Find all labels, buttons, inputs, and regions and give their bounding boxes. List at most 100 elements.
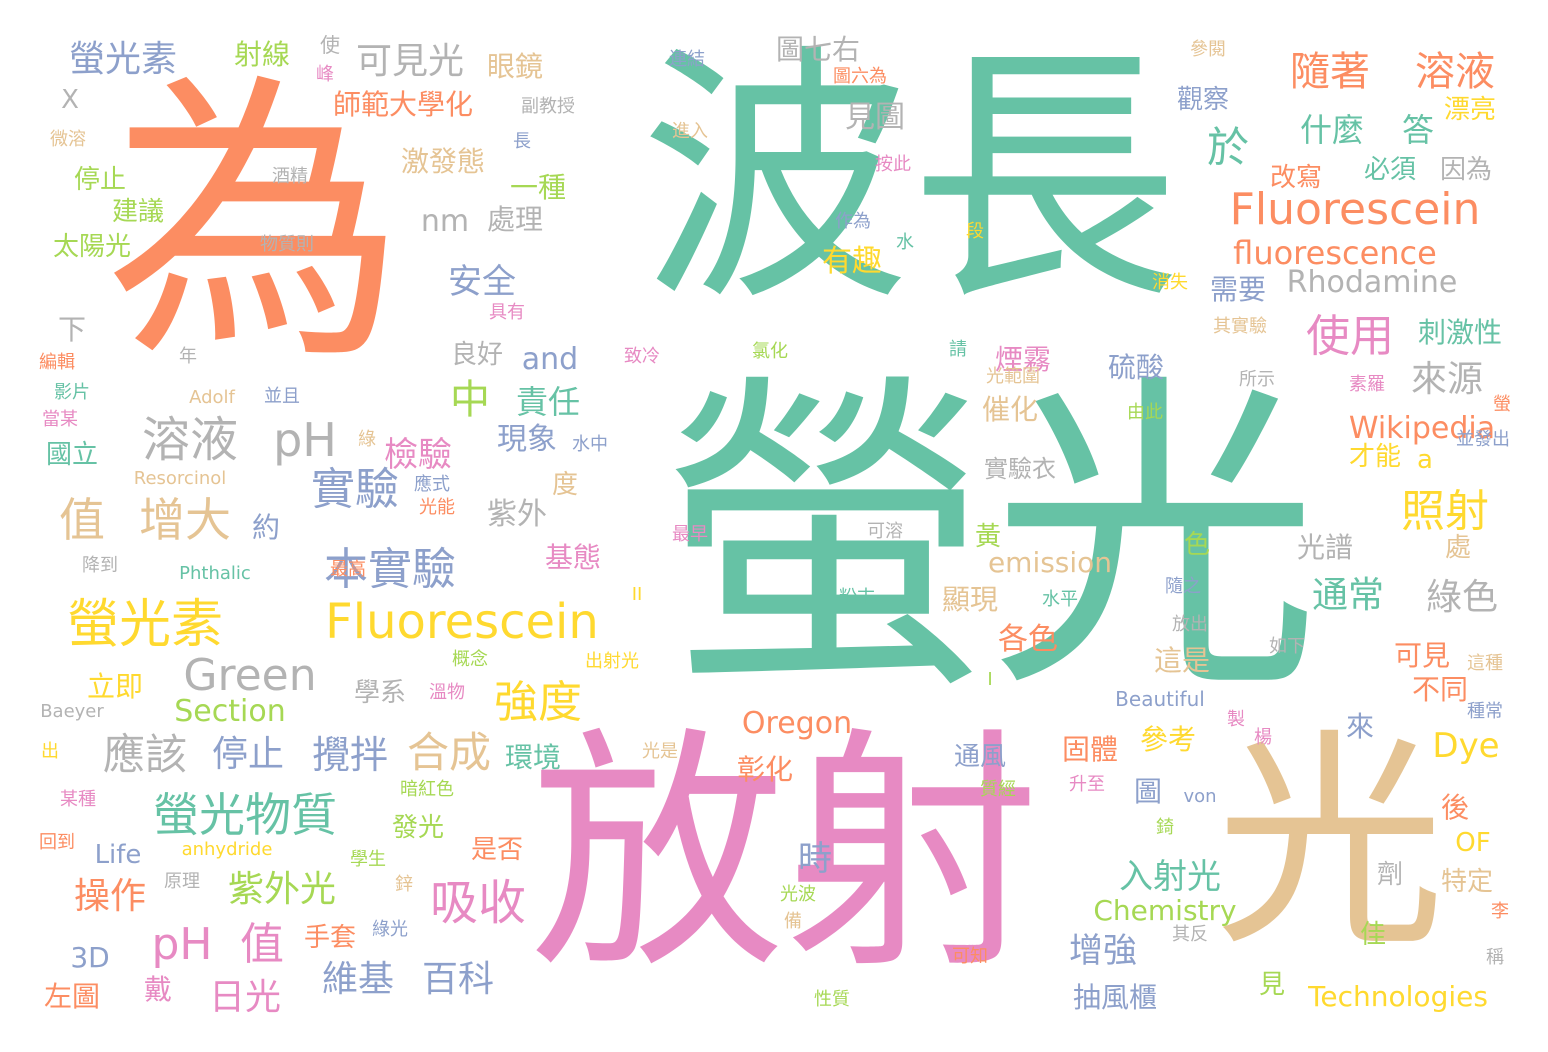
- word: 抽風櫃: [1072, 981, 1158, 1014]
- word: 處理: [486, 203, 544, 236]
- word: 原理: [164, 871, 200, 892]
- word: 學生: [350, 849, 386, 870]
- word: 可溶: [867, 521, 903, 542]
- word: X: [61, 85, 79, 115]
- word: 特定: [1440, 867, 1494, 897]
- word: 綠光: [372, 919, 408, 940]
- word: 出射光: [585, 651, 639, 672]
- word: 綠: [358, 429, 376, 450]
- word: 種常: [1467, 701, 1503, 722]
- word: 隨著: [1290, 49, 1370, 95]
- word: I: [987, 669, 993, 690]
- word: 檢驗: [384, 435, 452, 475]
- word: 按此: [875, 154, 911, 175]
- word: 參考: [1139, 723, 1197, 756]
- word: 水: [896, 232, 914, 253]
- word: 性質: [814, 989, 850, 1010]
- word: 錡: [1156, 817, 1174, 838]
- word: 螢光素: [66, 595, 224, 655]
- word: 停止: [211, 734, 285, 775]
- word: 來: [1345, 710, 1375, 743]
- word: von: [1183, 786, 1217, 807]
- word: and: [521, 342, 579, 377]
- word: 質經: [980, 779, 1016, 800]
- word: 時: [798, 839, 832, 879]
- word: 答: [1401, 111, 1435, 149]
- word: 當某: [42, 409, 78, 430]
- word: 環境: [504, 741, 562, 774]
- word: 影片: [54, 382, 90, 403]
- word: 李: [1491, 901, 1509, 922]
- word: 綠色: [1425, 577, 1499, 618]
- word: 回到: [39, 832, 75, 853]
- word: 煙霧: [994, 343, 1052, 376]
- word: 必須: [1363, 155, 1417, 185]
- word: Resorcinol: [133, 468, 227, 489]
- word: 彰化: [736, 753, 794, 786]
- word: 物質則: [260, 234, 314, 255]
- word: 合成: [406, 728, 492, 777]
- word: 紫外光: [227, 869, 337, 910]
- word: 酒精: [272, 166, 308, 187]
- word: 射線: [233, 38, 291, 71]
- word: 螢光物質: [153, 788, 337, 842]
- word: 隨之: [1165, 576, 1201, 597]
- word: 顯現: [941, 583, 999, 616]
- word: 基態: [544, 541, 602, 574]
- word: 安全: [448, 262, 516, 302]
- word: 升至: [1069, 774, 1105, 795]
- word: Wikipedia: [1348, 411, 1496, 446]
- word: 硫酸: [1107, 351, 1165, 384]
- word: 固體: [1061, 733, 1119, 766]
- word: 最早: [672, 524, 708, 545]
- word: OF: [1455, 828, 1491, 858]
- word: II: [631, 584, 643, 605]
- word: 請: [949, 339, 967, 360]
- word: 圖七右: [775, 33, 861, 66]
- word: 螢: [1493, 394, 1511, 415]
- word: 楊: [1254, 727, 1272, 748]
- word: 峰: [316, 64, 334, 85]
- word: 黃: [974, 522, 1002, 552]
- word: 見圖: [845, 100, 905, 135]
- word: 進入: [672, 121, 708, 142]
- word: 稱: [1486, 947, 1504, 968]
- word: 增大: [139, 493, 231, 547]
- word-wei: 為: [105, 50, 405, 399]
- word: Life: [94, 840, 142, 870]
- word: 下: [57, 313, 87, 346]
- word: 因為: [1439, 155, 1493, 185]
- word: 改寫: [1269, 163, 1323, 193]
- word: 年: [179, 346, 197, 367]
- word: 戴: [143, 973, 173, 1006]
- word: 中: [450, 377, 490, 423]
- word: Chemistry: [1093, 894, 1237, 927]
- word: 色: [1183, 530, 1211, 560]
- word: 圖六為: [833, 66, 887, 87]
- word: Fluorescein: [325, 594, 599, 650]
- word: 應式: [414, 474, 450, 495]
- word: 太陽光: [52, 232, 132, 262]
- word: 段: [966, 221, 984, 242]
- word: 光波: [780, 884, 816, 905]
- word: 紫外: [487, 497, 547, 532]
- word: Phthalic: [179, 563, 251, 584]
- word: 師範大學化: [332, 88, 474, 121]
- word: 發光: [391, 813, 445, 843]
- word: emission: [987, 546, 1113, 579]
- word: 3D: [70, 941, 110, 974]
- word: 實驗: [311, 464, 399, 515]
- word: 具有: [489, 302, 525, 323]
- word: 使: [320, 33, 340, 57]
- word: 氯化: [752, 341, 788, 362]
- word: 學系: [353, 678, 407, 708]
- word: 並發出: [1456, 429, 1510, 450]
- word: 並且: [264, 386, 300, 407]
- word: 其實驗: [1213, 316, 1267, 337]
- word: 攪拌: [311, 733, 389, 777]
- word: pH: [273, 413, 337, 467]
- word: 良好: [450, 340, 504, 370]
- word: anhydride: [181, 839, 273, 860]
- word: Technologies: [1308, 980, 1488, 1013]
- word-emission: 放射: [529, 706, 1041, 1004]
